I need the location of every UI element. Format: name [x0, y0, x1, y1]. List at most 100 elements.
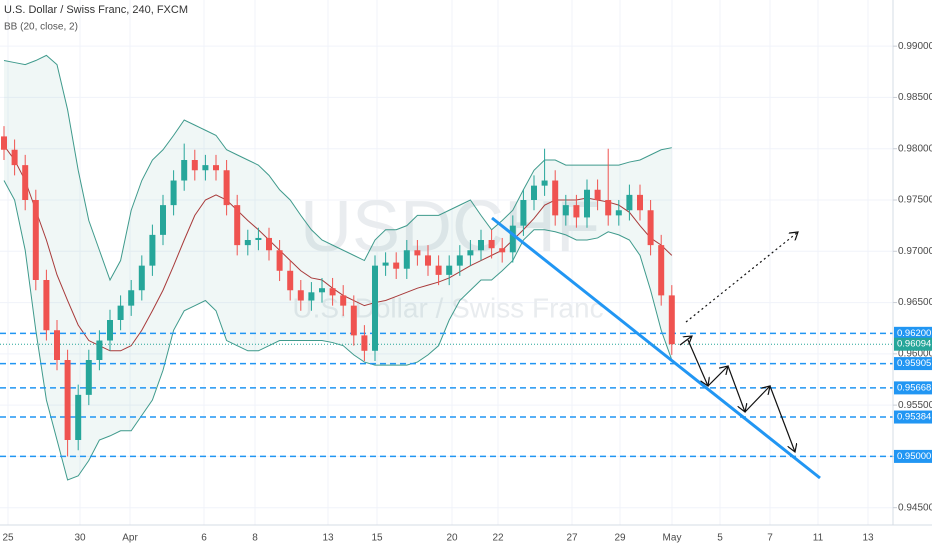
candle-body — [266, 237, 272, 251]
candle-body — [637, 194, 643, 211]
arrow — [679, 336, 692, 346]
candle-body — [54, 330, 60, 360]
candle-body — [531, 185, 537, 200]
candle-body — [467, 250, 474, 256]
x-tick-label: 13 — [322, 533, 334, 544]
candle-body — [308, 292, 315, 301]
candle-body — [191, 160, 198, 171]
candle-body — [446, 265, 453, 275]
x-tick-label: 20 — [446, 533, 458, 544]
candle-body — [478, 240, 484, 251]
candle-body — [340, 295, 347, 306]
candle-body — [107, 320, 113, 341]
candle-body — [435, 265, 442, 275]
x-tick-label: Apr — [122, 533, 138, 544]
candle-body — [541, 180, 548, 186]
candle-body — [393, 262, 400, 269]
arrow — [744, 386, 770, 413]
last-price-label: 0.96094 — [897, 339, 931, 350]
arrow — [707, 366, 728, 387]
candle-body — [276, 250, 283, 271]
candle-body — [552, 180, 559, 216]
candle-body — [234, 205, 241, 246]
band-lower — [3, 180, 673, 481]
price-line-label: 0.96200 — [897, 328, 931, 339]
candle-body — [64, 360, 71, 440]
x-tick-label: 22 — [492, 533, 504, 544]
x-tick-label: 30 — [74, 533, 86, 544]
candle-body — [202, 165, 209, 171]
candle-body — [456, 255, 463, 266]
price-line-label: 0.95000 — [897, 451, 931, 462]
dotted-arrow — [685, 232, 798, 323]
candle-body — [425, 255, 431, 266]
candle-body — [1, 136, 7, 150]
time-axis-panel — [0, 525, 932, 550]
x-tick-label: 13 — [862, 533, 874, 544]
price-line-label-box — [894, 449, 932, 463]
candle-body — [85, 360, 92, 395]
candle-body — [584, 189, 590, 218]
x-tick-label: 15 — [371, 533, 383, 544]
candle-body — [96, 340, 103, 360]
y-tick-label: 0.98000 — [898, 143, 932, 154]
candle-body — [658, 245, 665, 296]
price-line-label: 0.95905 — [897, 358, 931, 369]
candle-body — [488, 240, 495, 249]
candle-body — [297, 290, 304, 301]
candle-body — [43, 280, 50, 331]
arrow — [727, 365, 745, 412]
candle-body — [32, 200, 39, 280]
candle-body — [149, 234, 156, 266]
candle-body — [372, 265, 378, 351]
candle-body — [117, 305, 124, 320]
y-tick-label: 0.94500 — [898, 502, 932, 513]
arrow — [769, 385, 795, 452]
y-tick-label: 0.95500 — [898, 400, 932, 411]
x-tick-label: 29 — [614, 533, 626, 544]
candle-body — [626, 194, 633, 211]
x-tick-label: 8 — [252, 533, 258, 544]
candle-body — [287, 270, 294, 291]
candle-body — [414, 250, 421, 256]
candle-body — [213, 165, 219, 171]
y-tick-label: 0.96500 — [898, 297, 932, 308]
candle-body — [350, 305, 357, 336]
x-tick-label: May — [663, 533, 682, 544]
candle-body — [594, 189, 601, 200]
price-line-label-box — [894, 357, 932, 371]
candle-body — [615, 210, 622, 216]
candle-body — [244, 240, 251, 246]
price-line-label-box — [894, 410, 932, 424]
arrow — [687, 339, 708, 386]
price-line-label: 0.95384 — [897, 412, 931, 423]
candle-body — [319, 288, 325, 293]
candle-body — [255, 237, 262, 240]
x-tick-label: 5 — [717, 533, 723, 544]
candle-body — [509, 225, 516, 253]
band-upper — [3, 54, 672, 282]
candle-body — [647, 210, 654, 246]
x-tick-label: 11 — [813, 533, 824, 544]
candle-body — [223, 170, 230, 206]
candle-body — [573, 205, 580, 218]
price-axis-panel — [893, 0, 932, 550]
y-tick-label: 0.97000 — [898, 246, 932, 257]
drawings — [491, 216, 821, 480]
candle-body — [329, 288, 336, 296]
candle-body — [138, 265, 145, 291]
axis-labels: 0.94500 0.95000 0.95500 0.96000 0.96500 0.970… — [2, 41, 932, 544]
candle-body — [403, 250, 410, 269]
trend-line — [491, 216, 821, 480]
band-fill — [4, 55, 672, 481]
y-tick-label: 0.97500 — [898, 195, 932, 206]
last-price-box — [894, 337, 932, 351]
candle-body — [562, 205, 569, 216]
candle-body — [520, 200, 527, 226]
candle-body — [181, 160, 188, 181]
price-line-label: 0.95668 — [897, 382, 931, 393]
candle-body — [75, 394, 82, 440]
